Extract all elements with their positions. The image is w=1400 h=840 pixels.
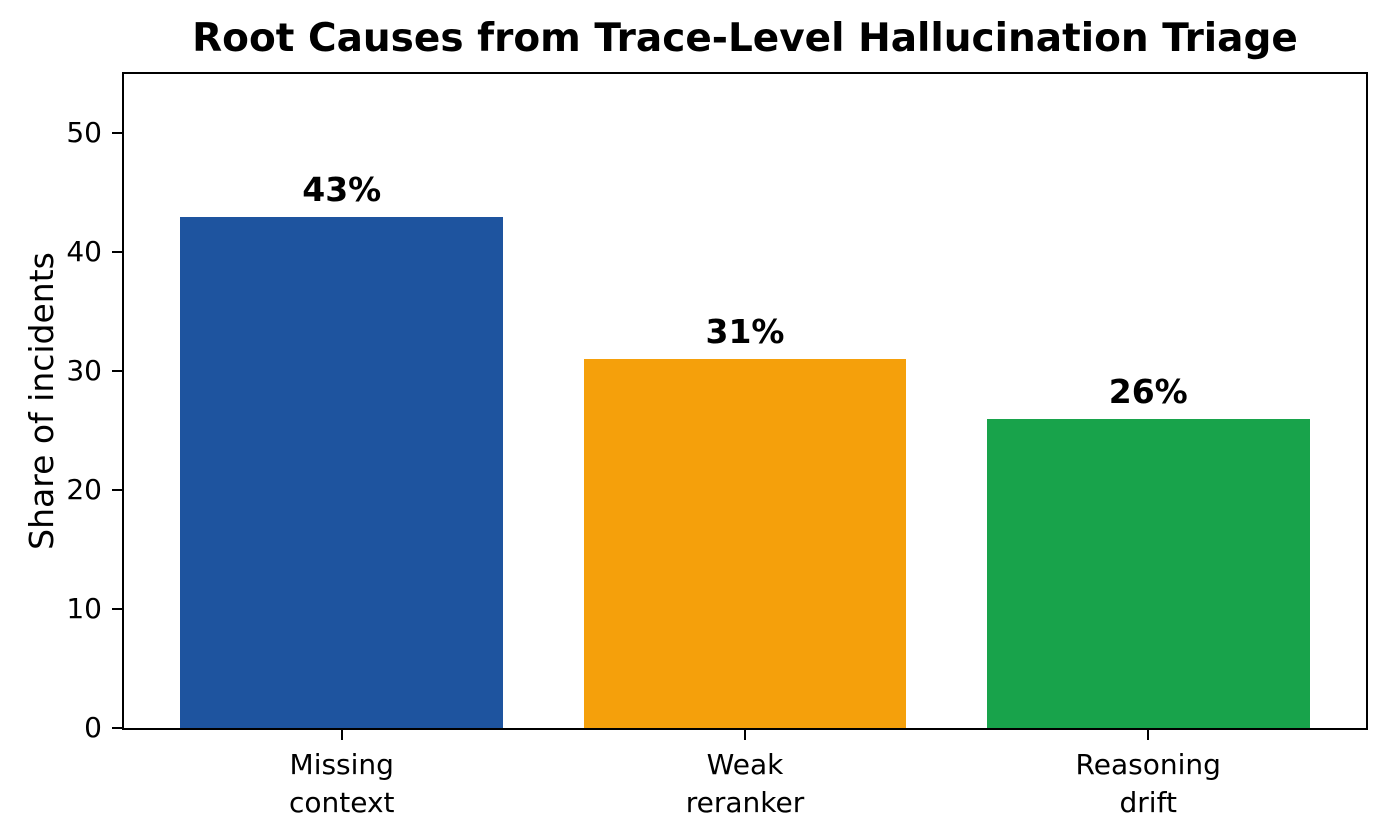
bar-reasoning-drift: [986, 418, 1310, 728]
y-tick-mark-50: [112, 132, 122, 135]
bar-weak-reranker: [583, 359, 907, 728]
x-tick-mark-weak-reranker: [744, 730, 746, 740]
bar-value-label-reasoning-drift: 26%: [1108, 371, 1188, 411]
x-tick-mark-missing-context: [340, 730, 343, 740]
y-tick-label-10: 10: [66, 592, 102, 626]
y-tick-label-40: 40: [66, 235, 102, 269]
bar-value-label-weak-reranker: 31%: [705, 312, 785, 352]
y-tick-mark-30: [112, 370, 122, 373]
x-tick-label-missing-context: Missing context: [288, 748, 395, 819]
y-tick-mark-10: [112, 608, 122, 611]
x-tick-mark-reasoning-drift: [1147, 730, 1150, 740]
y-tick-label-30: 30: [66, 354, 102, 388]
y-tick-label-0: 0: [84, 711, 102, 744]
y-tick-mark-40: [112, 251, 122, 254]
y-tick-mark-0: [112, 727, 122, 729]
chart-title: Root Causes from Trace-Level Hallucinati…: [192, 16, 1298, 61]
y-tick-label-20: 20: [66, 473, 102, 507]
plot-area: 0 10 20 30 40 50 43% Missing context 31% Weak rer…: [66, 72, 1368, 819]
x-tick-label-weak-reranker: Weak reranker: [685, 748, 805, 819]
y-tick-mark-20: [112, 489, 122, 492]
x-tick-label-reasoning-drift: Reasoning drift: [1075, 748, 1221, 819]
bar-value-label-missing-context: 43%: [302, 169, 382, 209]
bar-missing-context: [180, 216, 504, 728]
y-tick-label-50: 50: [66, 116, 102, 150]
